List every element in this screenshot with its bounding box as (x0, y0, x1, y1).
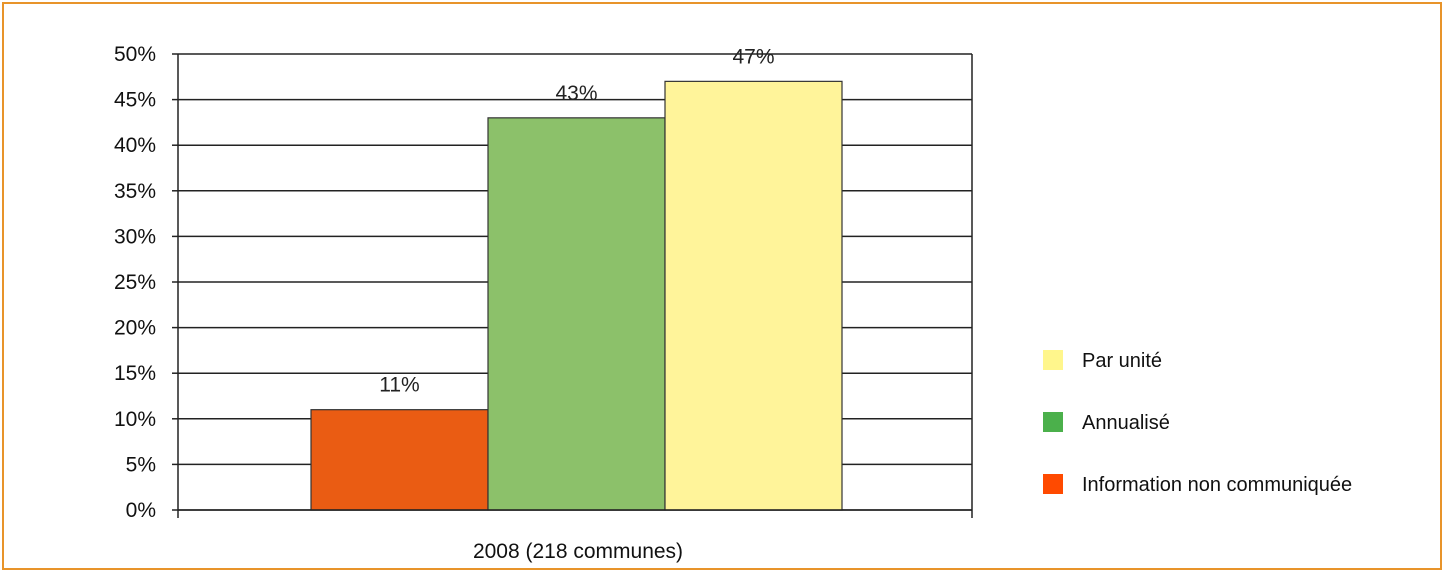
legend-swatch (1043, 474, 1063, 494)
data-label: 47% (732, 45, 774, 68)
y-tick-label: 45% (114, 89, 156, 112)
bar (664, 80, 843, 511)
y-tick-label: 10% (114, 408, 156, 431)
y-tick-label: 15% (114, 362, 156, 385)
legend-label: Annualisé (1082, 412, 1170, 434)
bar (310, 409, 489, 511)
y-tick-label: 0% (126, 499, 156, 522)
y-tick-label: 50% (114, 43, 156, 66)
data-label: 43% (555, 82, 597, 105)
y-tick-label: 20% (114, 317, 156, 340)
legend-label: Par unité (1082, 350, 1162, 372)
legend-swatch (1043, 350, 1063, 370)
y-tick-label: 25% (114, 271, 156, 294)
y-tick-labels: 0% 5% 10% 15% 20% 25% 30% 35% 40% 45% 50% (114, 43, 156, 522)
legend: Par unité Annualisé Information non commun… (1043, 350, 1352, 496)
y-tick-label: 35% (114, 180, 156, 203)
y-tick-label: 5% (126, 453, 156, 476)
y-tick-label: 30% (114, 225, 156, 248)
bar (487, 117, 666, 511)
data-labels: 11% 43% 47% (379, 45, 774, 396)
x-category-label: 2008 (218 communes) (473, 540, 683, 563)
bars (310, 80, 843, 511)
y-tick-label: 40% (114, 134, 156, 157)
legend-swatch (1043, 412, 1063, 432)
legend-label: Information non communiquée (1082, 474, 1352, 496)
axes (172, 53, 973, 518)
data-label: 11% (379, 374, 419, 397)
